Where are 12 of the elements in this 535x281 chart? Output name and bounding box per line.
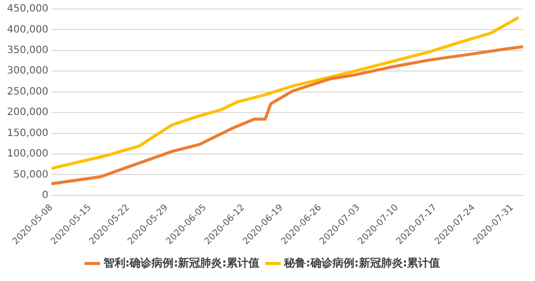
legend-label: 秘鲁:确诊病例:新冠肺炎:累计值 [283, 256, 440, 270]
legend-label: 智利:确诊病例:新冠肺炎:累计值 [102, 256, 260, 270]
y-tick-label: 50,000 [13, 169, 48, 180]
y-tick-label: 200,000 [6, 107, 48, 118]
y-tick-label: 100,000 [6, 148, 48, 160]
y-tick-label: 0 [42, 190, 48, 201]
y-tick-label: 350,000 [6, 45, 48, 56]
y-tick-label: 450,000 [6, 4, 48, 15]
y-tick-label: 150,000 [6, 128, 48, 139]
y-tick-label: 400,000 [6, 24, 48, 36]
y-tick-label: 300,000 [6, 66, 48, 77]
y-tick-label: 250,000 [6, 86, 48, 98]
